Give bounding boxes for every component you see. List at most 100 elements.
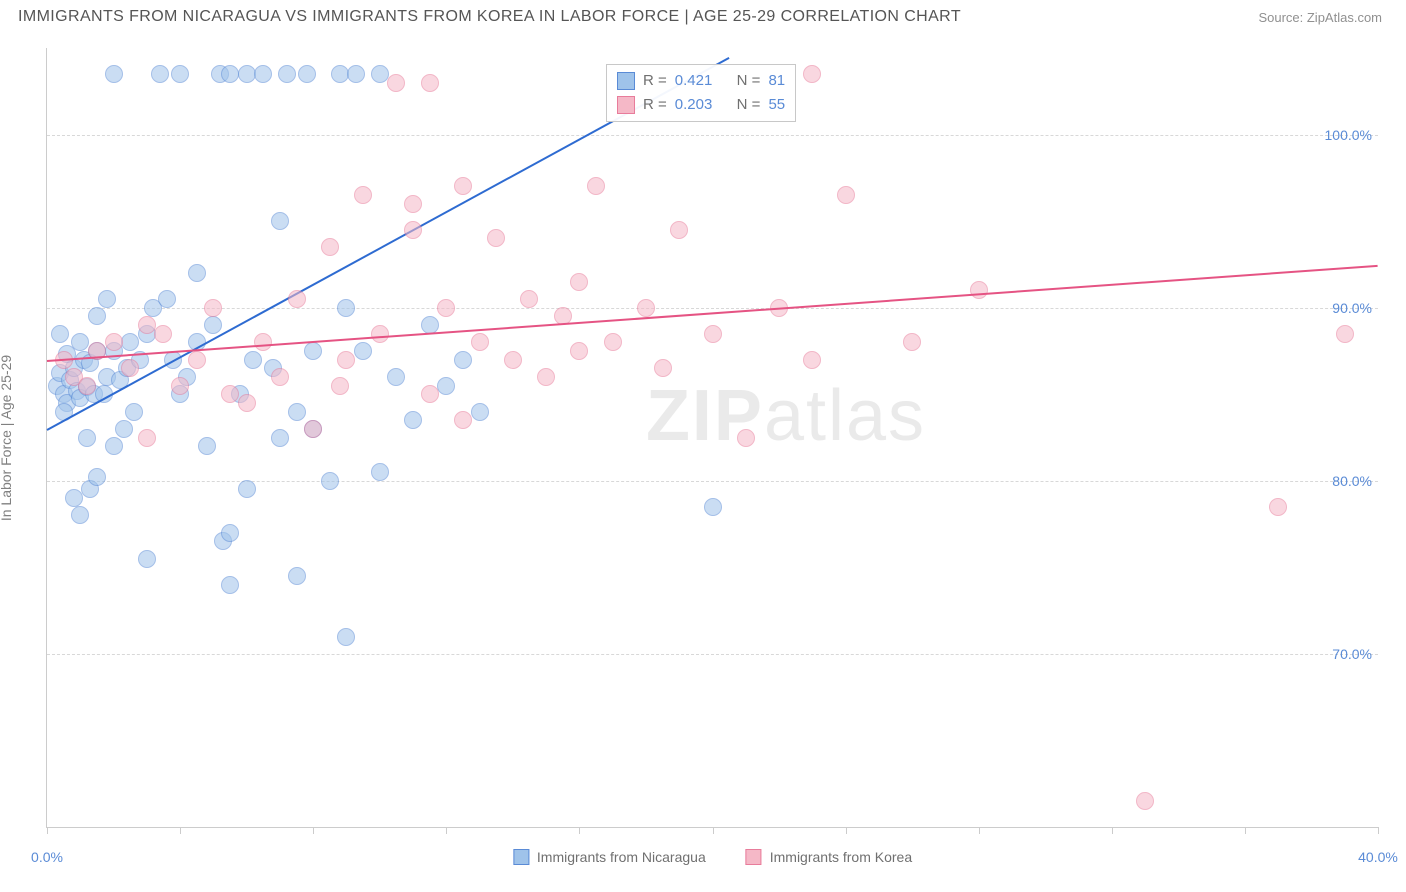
data-point <box>421 385 439 403</box>
data-point <box>454 411 472 429</box>
legend-item: Immigrants from Korea <box>746 849 912 865</box>
stat-n: 81 <box>768 69 785 93</box>
data-point <box>188 351 206 369</box>
data-point <box>347 65 365 83</box>
series-swatch <box>746 849 762 865</box>
data-point <box>115 420 133 438</box>
data-point <box>278 65 296 83</box>
data-point <box>204 299 222 317</box>
data-point <box>471 333 489 351</box>
x-tick-label: 40.0% <box>1358 849 1398 865</box>
data-point <box>88 307 106 325</box>
data-point <box>238 65 256 83</box>
data-point <box>288 403 306 421</box>
data-point <box>354 186 372 204</box>
x-tick <box>1112 827 1113 834</box>
x-tick <box>446 827 447 834</box>
y-tick-label: 100.0% <box>1325 127 1372 143</box>
series-swatch <box>513 849 529 865</box>
data-point <box>125 403 143 421</box>
stats-box: R = 0.421 N = 81R = 0.203 N = 55 <box>606 64 796 122</box>
data-point <box>105 65 123 83</box>
gridline <box>47 308 1378 309</box>
stat-r: 0.421 <box>675 69 713 93</box>
data-point <box>520 290 538 308</box>
x-tick <box>713 827 714 834</box>
data-point <box>337 299 355 317</box>
data-point <box>198 437 216 455</box>
legend-label: Immigrants from Nicaragua <box>537 849 706 865</box>
data-point <box>371 325 389 343</box>
data-point <box>437 299 455 317</box>
data-point <box>138 316 156 334</box>
x-tick <box>313 827 314 834</box>
data-point <box>151 65 169 83</box>
chart-container: In Labor Force | Age 25-29 70.0%80.0%90.… <box>18 38 1388 838</box>
data-point <box>304 420 322 438</box>
data-point <box>454 177 472 195</box>
data-point <box>570 273 588 291</box>
data-point <box>121 359 139 377</box>
x-tick <box>180 827 181 834</box>
data-point <box>204 316 222 334</box>
data-point <box>238 394 256 412</box>
stat-r-label: R = <box>643 69 667 93</box>
x-tick <box>846 827 847 834</box>
data-point <box>903 333 921 351</box>
data-point <box>71 333 89 351</box>
data-point <box>704 325 722 343</box>
data-point <box>51 325 69 343</box>
x-tick <box>47 827 48 834</box>
data-point <box>288 567 306 585</box>
stat-n-label: N = <box>737 69 761 93</box>
data-point <box>837 186 855 204</box>
data-point <box>171 377 189 395</box>
stats-row: R = 0.203 N = 55 <box>617 93 785 117</box>
data-point <box>404 195 422 213</box>
data-point <box>604 333 622 351</box>
data-point <box>371 463 389 481</box>
data-point <box>803 351 821 369</box>
data-point <box>221 385 239 403</box>
data-point <box>171 65 189 83</box>
source-label: Source: ZipAtlas.com <box>1258 10 1382 25</box>
data-point <box>158 290 176 308</box>
legend-item: Immigrants from Nicaragua <box>513 849 706 865</box>
data-point <box>221 65 239 83</box>
gridline <box>47 135 1378 136</box>
y-tick-label: 90.0% <box>1332 300 1372 316</box>
data-point <box>421 74 439 92</box>
data-point <box>288 290 306 308</box>
data-point <box>654 359 672 377</box>
x-tick <box>979 827 980 834</box>
stat-n: 55 <box>768 93 785 117</box>
data-point <box>321 472 339 490</box>
data-point <box>454 351 472 369</box>
stats-row: R = 0.421 N = 81 <box>617 69 785 93</box>
data-point <box>271 368 289 386</box>
data-point <box>271 212 289 230</box>
gridline <box>47 654 1378 655</box>
legend-label: Immigrants from Korea <box>770 849 912 865</box>
data-point <box>337 351 355 369</box>
chart-title: IMMIGRANTS FROM NICARAGUA VS IMMIGRANTS … <box>18 8 961 26</box>
data-point <box>254 65 272 83</box>
data-point <box>337 628 355 646</box>
data-point <box>221 576 239 594</box>
watermark: ZIPatlas <box>646 375 926 457</box>
data-point <box>537 368 555 386</box>
y-axis-label: In Labor Force | Age 25-29 <box>0 355 14 521</box>
data-point <box>188 264 206 282</box>
data-point <box>970 281 988 299</box>
data-point <box>504 351 522 369</box>
data-point <box>105 437 123 455</box>
data-point <box>238 480 256 498</box>
data-point <box>304 342 322 360</box>
data-point <box>803 65 821 83</box>
trend-line <box>47 264 1378 361</box>
data-point <box>271 429 289 447</box>
data-point <box>637 299 655 317</box>
data-point <box>1336 325 1354 343</box>
data-point <box>487 229 505 247</box>
data-point <box>704 498 722 516</box>
